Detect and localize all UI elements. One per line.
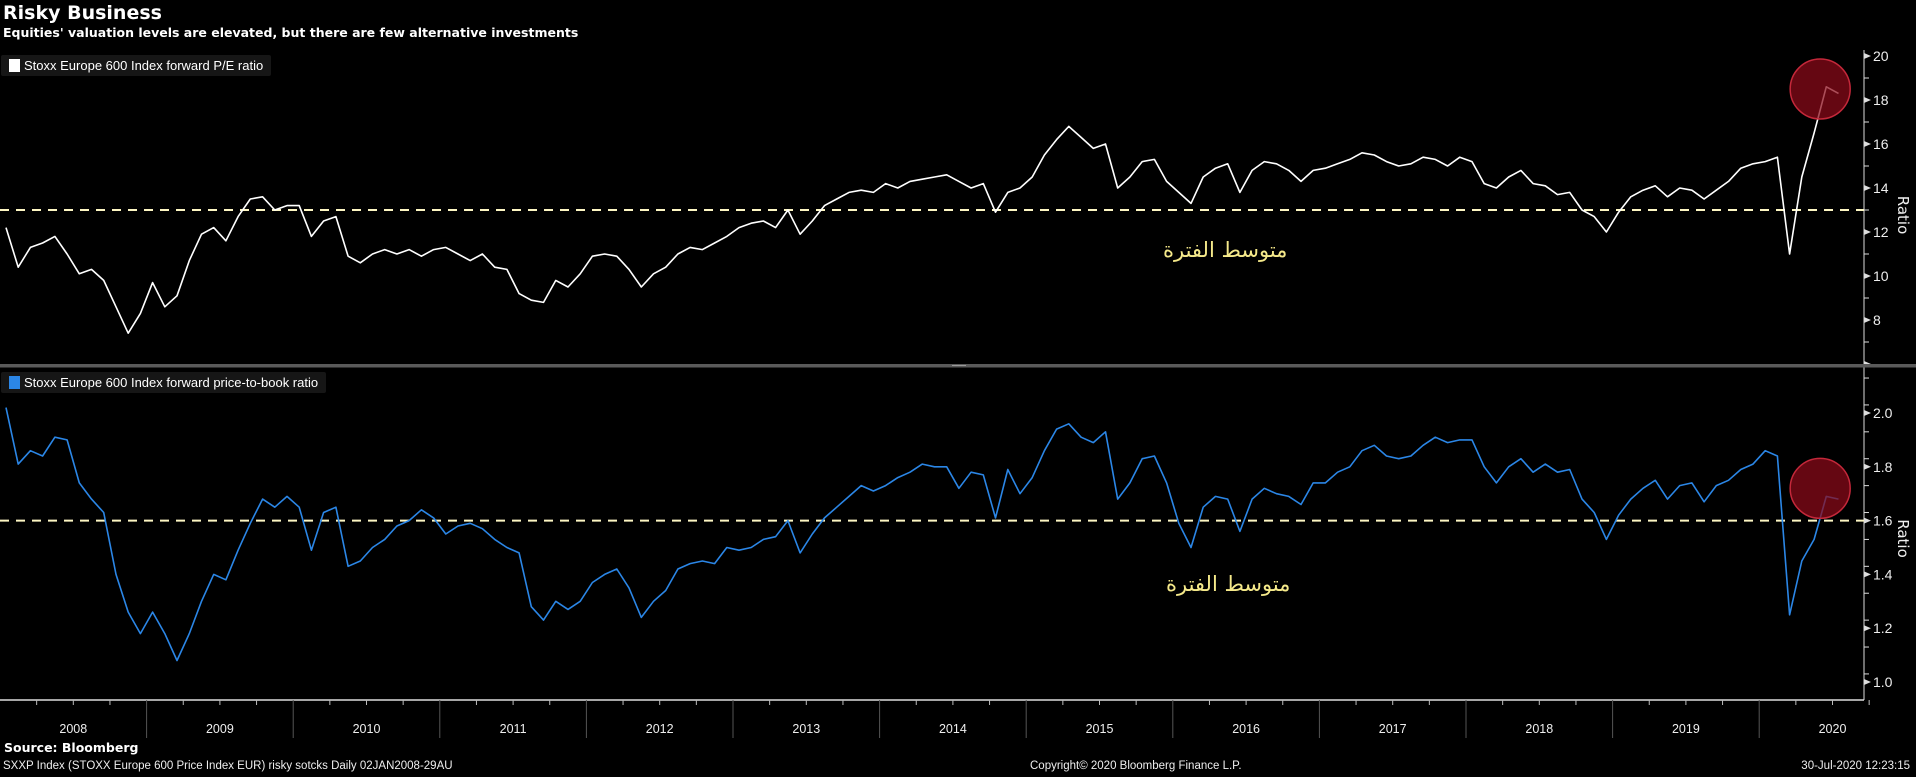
source-label: Source: Bloomberg bbox=[4, 740, 139, 755]
y-tick-label: 1.4 bbox=[1873, 566, 1893, 582]
chart-subtitle: Equities' valuation levels are elevated,… bbox=[3, 25, 579, 40]
pe-panel: 8 10 12 14 16 18 20 Ratio bbox=[0, 48, 1912, 367]
legend-swatch-white bbox=[9, 59, 20, 72]
x-tick-label: 2018 bbox=[1525, 722, 1553, 736]
y-major-tick bbox=[1864, 97, 1871, 103]
y-major-tick bbox=[1864, 141, 1871, 147]
chart-canvas: 8 10 12 14 16 18 20 Ratio 1.0 1.2 1.4 1.6 1.8 2.0 Rati… bbox=[0, 48, 1916, 738]
y-tick-label: 20 bbox=[1873, 48, 1889, 64]
x-tick-label: 2016 bbox=[1232, 722, 1260, 736]
y-tick-label: 12 bbox=[1873, 224, 1889, 240]
pb-series-line bbox=[5, 407, 1839, 662]
legend-pb: Stoxx Europe 600 Index forward price-to-… bbox=[1, 372, 327, 393]
x-tick-label: 2011 bbox=[500, 722, 527, 736]
y-major-tick bbox=[1864, 317, 1871, 323]
y-major-tick bbox=[1864, 185, 1871, 191]
x-tick-label: 2020 bbox=[1819, 722, 1847, 736]
y-tick-label: 1.0 bbox=[1873, 674, 1893, 690]
chart-title: Risky Business bbox=[3, 2, 162, 24]
y-major-tick bbox=[1864, 679, 1871, 685]
y-major-tick bbox=[1864, 625, 1871, 632]
y-major-tick bbox=[1864, 229, 1871, 235]
x-tick-label: 2010 bbox=[353, 722, 381, 736]
y-major-tick bbox=[1864, 273, 1871, 279]
x-axis: 2008 2009 2010 2011 2012 2013 2014 2015 2016 2017… bbox=[0, 699, 1870, 738]
average-annotation-top: متوسط الفترة bbox=[1163, 238, 1288, 262]
x-tick-label: 2017 bbox=[1379, 722, 1407, 736]
legend-label: Stoxx Europe 600 Index forward P/E ratio bbox=[24, 58, 264, 73]
pe-series-line bbox=[5, 86, 1839, 335]
legend-label: Stoxx Europe 600 Index forward price-to-… bbox=[24, 375, 319, 390]
x-tick-label: 2015 bbox=[1086, 722, 1114, 736]
footer-copyright: Copyright© 2020 Bloomberg Finance L.P. bbox=[1030, 760, 1242, 772]
y-tick-label: 2.0 bbox=[1873, 405, 1893, 421]
y-major-tick bbox=[1864, 53, 1871, 59]
x-tick-label: 2019 bbox=[1672, 722, 1700, 736]
y-tick-label: 18 bbox=[1873, 92, 1889, 108]
y-tick-label: 1.6 bbox=[1873, 513, 1893, 529]
footer-timestamp: 30-Jul-2020 12:23:15 bbox=[1801, 760, 1910, 772]
legend-swatch-blue bbox=[9, 376, 20, 389]
y-axis-label: Ratio bbox=[1894, 519, 1912, 558]
average-annotation-bottom: متوسط الفترة bbox=[1166, 572, 1291, 596]
y-tick-label: 8 bbox=[1873, 312, 1881, 328]
highlight-circle bbox=[1789, 58, 1851, 120]
y-major-tick bbox=[1864, 410, 1871, 416]
legend-pe: Stoxx Europe 600 Index forward P/E ratio bbox=[1, 55, 272, 76]
x-tick-label: 2012 bbox=[646, 722, 674, 736]
y-major-tick bbox=[1864, 463, 1871, 470]
highlight-circle bbox=[1789, 457, 1851, 520]
x-tick-label: 2013 bbox=[792, 722, 820, 736]
y-major-tick bbox=[1864, 517, 1871, 524]
y-tick-label: 1.8 bbox=[1873, 459, 1893, 475]
y-tick-label: 16 bbox=[1873, 136, 1889, 152]
x-tick-label: 2009 bbox=[206, 722, 234, 736]
y-major-tick bbox=[1864, 571, 1871, 578]
y-tick-label: 1.2 bbox=[1873, 620, 1893, 636]
y-tick-label: 14 bbox=[1873, 180, 1889, 196]
pb-panel: 1.0 1.2 1.4 1.6 1.8 2.0 Ratio bbox=[0, 367, 1912, 700]
x-tick-label: 2008 bbox=[59, 722, 87, 736]
footer-description: SXXP Index (STOXX Europe 600 Price Index… bbox=[3, 760, 453, 772]
y-tick-label: 10 bbox=[1873, 268, 1889, 284]
x-tick-label: 2014 bbox=[939, 722, 967, 736]
y-axis-label: Ratio bbox=[1894, 196, 1912, 235]
